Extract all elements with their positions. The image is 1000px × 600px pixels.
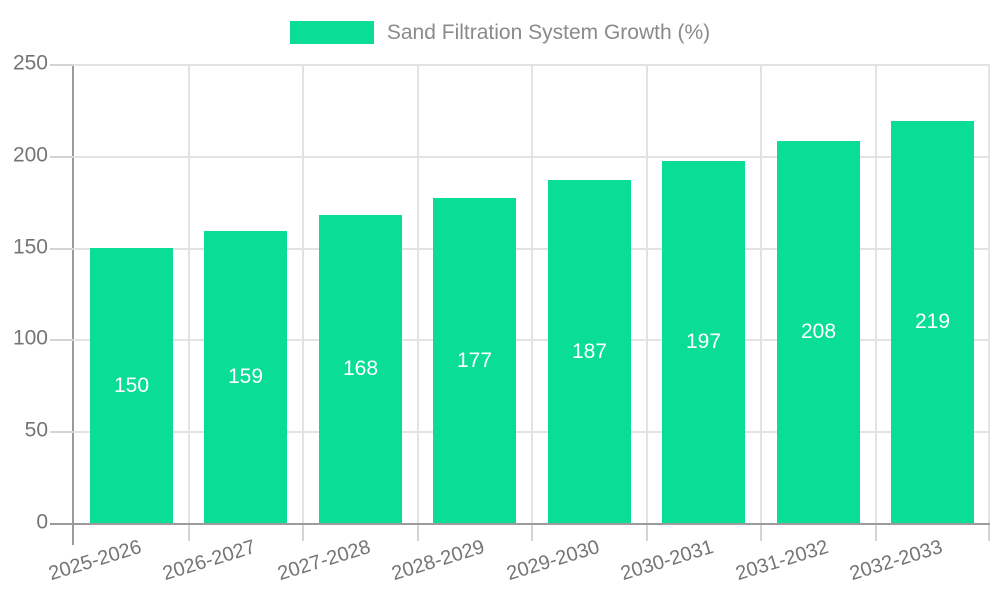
x-axis-label-2027-2028: 2027-2028: [274, 536, 373, 586]
bar-2025-2026[interactable]: 150: [90, 248, 173, 523]
gridline-vertical: [531, 64, 533, 523]
y-axis-tick: [50, 155, 74, 158]
bar-2027-2028[interactable]: 168: [319, 215, 402, 523]
y-axis-tick: [50, 247, 74, 250]
legend-swatch: [289, 20, 374, 44]
gridline-vertical: [188, 64, 190, 523]
bar-2026-2027[interactable]: 159: [204, 231, 287, 523]
y-axis-tick-label: 200: [12, 143, 48, 167]
y-axis-tick-label: 50: [24, 418, 48, 442]
x-axis-label-2026-2027: 2026-2027: [160, 536, 259, 586]
x-axis-tick: [302, 525, 304, 541]
bar-2028-2029[interactable]: 177: [433, 198, 516, 523]
bar-2029-2030[interactable]: 187: [548, 180, 631, 523]
bar-value-label: 150: [113, 373, 150, 397]
bar-2032-2033[interactable]: 219: [891, 121, 974, 523]
gridline-vertical: [988, 64, 990, 523]
bar-value-label: 197: [685, 330, 722, 353]
x-axis-label-2029-2030: 2029-2030: [503, 536, 602, 586]
x-axis-label-2032-2033: 2032-2033: [847, 536, 946, 586]
x-axis-tick: [646, 525, 648, 541]
y-axis-line: [72, 64, 74, 545]
legend[interactable]: Sand Filtration System Growth (%): [0, 16, 1000, 48]
bar-value-label: 208: [800, 320, 837, 343]
bar-value-label: 219: [914, 310, 951, 333]
y-axis-tick-label: 100: [12, 326, 48, 350]
bar-2030-2031[interactable]: 197: [662, 161, 745, 523]
x-axis-tick: [417, 525, 419, 541]
gridline-vertical: [417, 64, 419, 523]
x-axis-tick: [988, 525, 990, 541]
y-axis-tick: [50, 64, 74, 66]
gridline-vertical: [760, 64, 762, 523]
bar-value-label: 177: [456, 348, 493, 372]
x-axis-label-2028-2029: 2028-2029: [389, 536, 488, 586]
y-axis-tick-label: 0: [36, 510, 48, 534]
plot-area: 150 159 168 177 187 197 208 219: [74, 64, 990, 523]
gridline-vertical: [875, 64, 877, 523]
x-axis-tick: [760, 525, 762, 541]
y-axis-tick: [50, 431, 74, 434]
x-axis-line: [50, 523, 990, 525]
y-axis-tick-label: 250: [12, 51, 48, 75]
x-axis-tick: [188, 525, 190, 541]
bar-value-label: 159: [227, 365, 264, 388]
bar-value-label: 168: [342, 357, 379, 380]
x-axis-tick: [531, 525, 533, 541]
bar-value-label: 187: [571, 339, 608, 363]
y-axis-tick: [50, 339, 74, 342]
legend-label: Sand Filtration System Growth (%): [386, 20, 711, 44]
x-axis-label-2030-2031: 2030-2031: [618, 536, 717, 586]
x-axis-label-2031-2032: 2031-2032: [732, 536, 831, 586]
bar-2031-2032[interactable]: 208: [777, 141, 860, 523]
y-axis-tick-label: 150: [12, 235, 48, 259]
gridline-vertical: [302, 64, 304, 523]
gridline-vertical: [646, 64, 648, 523]
x-axis-label-2025-2026: 2025-2026: [45, 536, 144, 586]
x-axis-tick: [875, 525, 877, 541]
